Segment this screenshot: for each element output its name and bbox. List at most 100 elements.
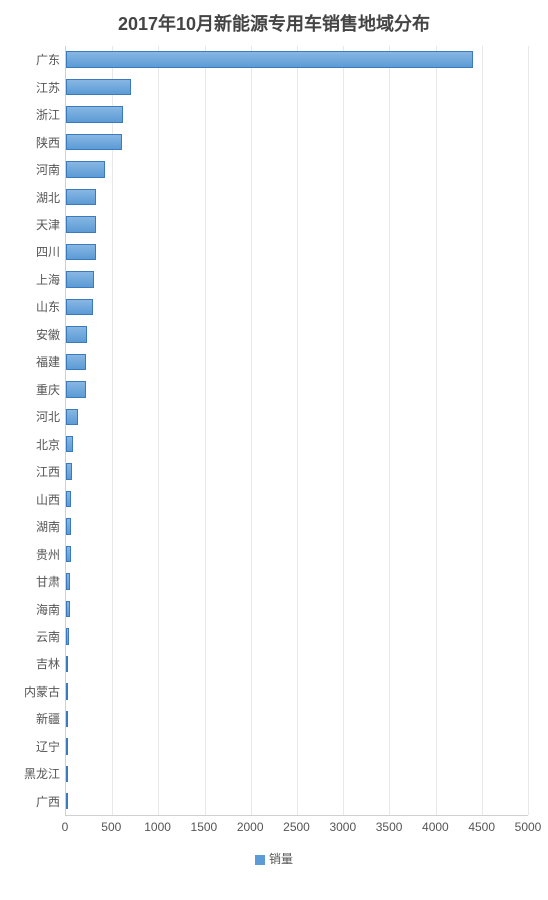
bar-row: 广东 (66, 46, 528, 73)
category-label: 广西 (36, 793, 60, 810)
bar (66, 79, 131, 95)
bar (66, 244, 96, 260)
bar-row: 河南 (66, 156, 528, 183)
x-tick-label: 4500 (468, 820, 495, 834)
bar (66, 738, 68, 754)
bar (66, 189, 96, 205)
chart-title: 2017年10月新能源专用车销售地域分布 (10, 10, 538, 36)
bar-row: 湖南 (66, 513, 528, 540)
bar-row: 北京 (66, 431, 528, 458)
category-label: 新疆 (36, 710, 60, 727)
bar-row: 山西 (66, 485, 528, 512)
category-label: 重庆 (36, 381, 60, 398)
bar (66, 436, 73, 452)
category-label: 河北 (36, 408, 60, 425)
category-label: 天津 (36, 216, 60, 233)
bar (66, 766, 68, 782)
category-label: 河南 (36, 161, 60, 178)
category-label: 浙江 (36, 106, 60, 123)
bar-row: 河北 (66, 403, 528, 430)
bar-row: 陕西 (66, 128, 528, 155)
bar (66, 299, 93, 315)
bar (66, 161, 105, 177)
bar (66, 354, 86, 370)
category-label: 山东 (36, 298, 60, 315)
x-tick-label: 3500 (376, 820, 403, 834)
bar-row: 新疆 (66, 705, 528, 732)
bar (66, 793, 68, 809)
category-label: 北京 (36, 436, 60, 453)
x-tick-label: 2000 (237, 820, 264, 834)
bar (66, 546, 71, 562)
x-axis: 0500100015002000250030003500400045005000 (65, 816, 528, 846)
bar (66, 51, 473, 67)
category-label: 黑龙江 (24, 765, 60, 782)
category-label: 辽宁 (36, 738, 60, 755)
bar-row: 江西 (66, 458, 528, 485)
bar-row: 内蒙古 (66, 678, 528, 705)
category-label: 安徽 (36, 326, 60, 343)
category-label: 上海 (36, 271, 60, 288)
bar-row: 重庆 (66, 376, 528, 403)
category-label: 内蒙古 (24, 683, 60, 700)
category-label: 江苏 (36, 79, 60, 96)
x-tick-label: 3000 (329, 820, 356, 834)
bar (66, 409, 78, 425)
bar-row: 安徽 (66, 321, 528, 348)
category-label: 吉林 (36, 655, 60, 672)
bar-row: 湖北 (66, 183, 528, 210)
category-label: 广东 (36, 51, 60, 68)
bar-row: 海南 (66, 595, 528, 622)
category-label: 福建 (36, 353, 60, 370)
category-label: 陕西 (36, 134, 60, 151)
bar (66, 711, 68, 727)
x-tick-label: 5000 (515, 820, 542, 834)
category-label: 山西 (36, 491, 60, 508)
bar (66, 628, 69, 644)
bar (66, 106, 123, 122)
category-label: 海南 (36, 601, 60, 618)
bar-row: 辽宁 (66, 733, 528, 760)
bar (66, 656, 68, 672)
bar-row: 云南 (66, 623, 528, 650)
legend-swatch (255, 855, 265, 865)
bar-row: 上海 (66, 266, 528, 293)
bar-row: 贵州 (66, 540, 528, 567)
bar-row: 浙江 (66, 101, 528, 128)
legend: 销量 (10, 850, 538, 867)
category-label: 贵州 (36, 546, 60, 563)
bar (66, 601, 70, 617)
x-tick-label: 0 (62, 820, 69, 834)
x-tick-label: 1000 (144, 820, 171, 834)
bar-row: 天津 (66, 211, 528, 238)
bar-row: 甘肃 (66, 568, 528, 595)
category-label: 四川 (36, 243, 60, 260)
category-label: 云南 (36, 628, 60, 645)
x-tick-label: 4000 (422, 820, 449, 834)
bar-row: 山东 (66, 293, 528, 320)
bar-row: 广西 (66, 788, 528, 815)
bar (66, 271, 94, 287)
category-label: 甘肃 (36, 573, 60, 590)
bar (66, 518, 71, 534)
bar (66, 491, 71, 507)
x-tick-label: 500 (101, 820, 121, 834)
gridline (528, 46, 529, 815)
bar (66, 134, 122, 150)
bar-row: 四川 (66, 238, 528, 265)
bar (66, 216, 96, 232)
bars-area: 广东江苏浙江陕西河南湖北天津四川上海山东安徽福建重庆河北北京江西山西湖南贵州甘肃… (65, 46, 528, 816)
bar (66, 683, 68, 699)
bar-row: 福建 (66, 348, 528, 375)
chart-container: 2017年10月新能源专用车销售地域分布 广东江苏浙江陕西河南湖北天津四川上海山… (0, 0, 548, 900)
bar (66, 463, 72, 479)
category-label: 江西 (36, 463, 60, 480)
bar (66, 326, 87, 342)
bar-row: 黑龙江 (66, 760, 528, 787)
category-label: 湖南 (36, 518, 60, 535)
bar (66, 573, 70, 589)
legend-label: 销量 (269, 852, 293, 866)
category-label: 湖北 (36, 189, 60, 206)
plot-area: 广东江苏浙江陕西河南湖北天津四川上海山东安徽福建重庆河北北京江西山西湖南贵州甘肃… (10, 46, 538, 846)
bar-row: 吉林 (66, 650, 528, 677)
